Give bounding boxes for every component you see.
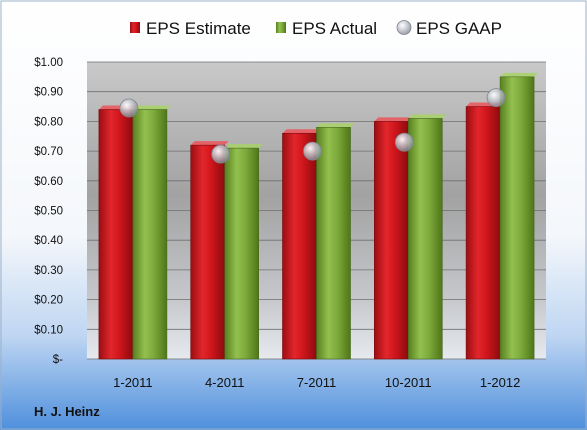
x-tick-label: 7-2011 [297, 375, 337, 390]
bar-eps-actual [132, 109, 168, 360]
bar-eps-actual [499, 76, 535, 360]
bar-eps-estimate [465, 106, 501, 360]
legend-swatch [130, 22, 140, 33]
y-tick-label: $1.00 [34, 57, 63, 69]
legend-label: EPS Estimate [146, 19, 251, 38]
legend: EPS Estimate EPS Actual EPS GAAP [130, 19, 502, 38]
bar-eps-estimate [373, 121, 409, 360]
marker-eps-gaap [211, 144, 231, 164]
bar-top [132, 105, 171, 110]
bar-top [224, 144, 263, 149]
legend-swatch [396, 20, 412, 35]
bar-eps-estimate [98, 109, 134, 360]
y-tick-label: $0.10 [34, 324, 63, 336]
y-tick-label: $0.30 [34, 265, 63, 277]
y-tick-label: $0.80 [34, 116, 63, 128]
legend-label: EPS Actual [292, 19, 377, 38]
y-tick-label: $0.60 [34, 176, 63, 188]
bar-eps-actual [224, 147, 259, 360]
legend-swatch [276, 22, 286, 33]
bar-top [282, 129, 321, 134]
gaap-markers [119, 88, 506, 164]
x-tick-label: 1-2011 [113, 375, 153, 390]
y-axis-tick-labels: $- $0.10 $0.20 $0.30 $0.40 $0.50 $0.60 $0.70 $0.… [34, 57, 63, 366]
bar-eps-actual [407, 118, 443, 360]
bar-top [408, 114, 447, 119]
y-tick-label: $- [53, 354, 63, 366]
y-tick-label: $0.50 [34, 206, 63, 218]
bar-top [190, 141, 229, 146]
y-tick-label: $0.20 [34, 295, 63, 307]
y-tick-label: $0.70 [34, 146, 63, 158]
company-label: H. J. Heinz [34, 404, 100, 419]
marker-eps-gaap [119, 98, 139, 118]
x-axis-tick-labels: 1-2011 4-2011 7-2011 10-2011 1-2012 [113, 375, 520, 390]
bars [98, 72, 539, 360]
y-tick-label: $0.90 [34, 87, 63, 99]
bar-top [374, 117, 413, 122]
x-tick-label: 1-2012 [480, 375, 520, 390]
marker-eps-gaap [303, 141, 322, 161]
x-tick-label: 10-2011 [385, 375, 432, 390]
bar-eps-actual [316, 127, 351, 360]
marker-eps-gaap [394, 132, 414, 152]
y-tick-label: $0.40 [34, 235, 63, 247]
bar-top [500, 72, 539, 77]
bar-top [316, 123, 355, 128]
legend-label: EPS GAAP [416, 19, 502, 38]
x-tick-label: 4-2011 [205, 375, 245, 390]
bar-eps-estimate [190, 144, 225, 360]
marker-eps-gaap [486, 88, 506, 108]
bar-eps-estimate [282, 132, 317, 360]
